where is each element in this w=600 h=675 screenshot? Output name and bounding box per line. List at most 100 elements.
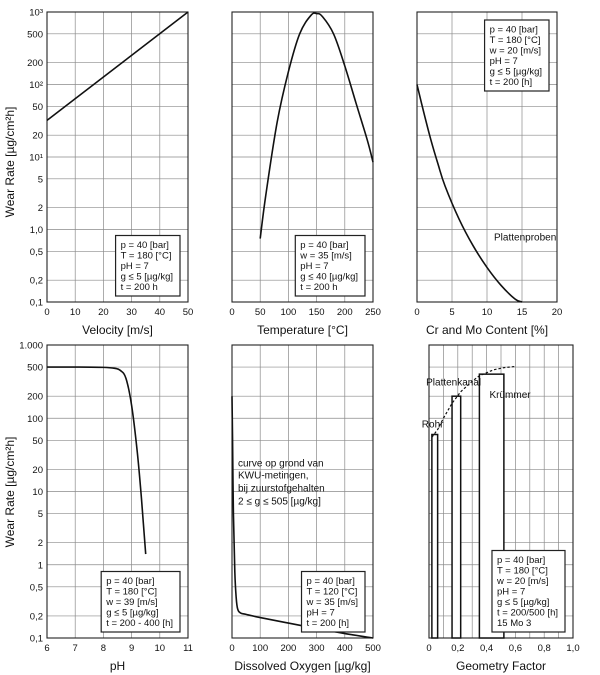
bar-plattenkanal bbox=[451, 395, 462, 639]
annotation: 2 ≤ g ≤ 505 [µg/kg] bbox=[238, 497, 321, 508]
y-tick-label: 0,5 bbox=[30, 582, 43, 593]
info-line: t = 200 h bbox=[121, 282, 158, 293]
info-line: t = 200/500 [h] bbox=[497, 608, 558, 619]
y-tick-label: 10² bbox=[29, 80, 43, 91]
info-line: g ≤ 5 [µg/kg] bbox=[497, 597, 549, 608]
y-tick-label: 0,1 bbox=[30, 298, 43, 309]
x-tick-label: 50 bbox=[183, 307, 194, 318]
y-tick-label: 20 bbox=[32, 131, 43, 142]
plot-frame bbox=[416, 11, 558, 303]
info-line: g ≤ 40 [µg/kg] bbox=[300, 272, 358, 283]
info-line: w = 20 [m/s] bbox=[489, 46, 541, 57]
info-line: p = 40 [bar] bbox=[490, 25, 538, 36]
chart-velocity: 0 10 20 30 40 50 Velocity [m/s] 0,1 0,2 0,5 1,0 2 5 1… bbox=[27, 8, 193, 338]
x-tick-label: 40 bbox=[155, 307, 166, 318]
info-line: t = 200 [h] bbox=[307, 618, 350, 629]
info-line: p = 40 [bar] bbox=[121, 240, 169, 251]
info-line: p = 40 [bar] bbox=[307, 576, 355, 587]
x-tick-label: 0,4 bbox=[480, 643, 493, 654]
annotation: KWU-metingen, bbox=[238, 471, 309, 482]
x-tick-label: 400 bbox=[337, 643, 353, 654]
x-axis-label: Cr and Mo Content [%] bbox=[426, 323, 548, 337]
x-axis-label: Velocity [m/s] bbox=[82, 323, 153, 337]
info-line: t = 200 - 400 [h] bbox=[106, 618, 173, 629]
plot-frame bbox=[46, 344, 189, 639]
x-tick-label: 10 bbox=[70, 307, 81, 318]
y-axis-label-top: Wear Rate [µg/cm²h] bbox=[3, 107, 17, 218]
x-tick-label: 30 bbox=[126, 307, 137, 318]
x-tick-label: 0 bbox=[414, 307, 419, 318]
info-box bbox=[483, 19, 550, 92]
info-line: p = 40 [bar] bbox=[497, 555, 545, 566]
y-tick-label: 10³ bbox=[29, 8, 43, 19]
x-tick-label: 0,8 bbox=[538, 643, 551, 654]
x-tick-label: 0 bbox=[426, 643, 431, 654]
chart-geometry: 0 0,2 0,4 0,6 0,8 1,0 Geometry Factor Rohr Platt… bbox=[422, 344, 580, 673]
info-line: g ≤ 5 [µg/kg] bbox=[490, 67, 542, 78]
x-tick-label: 0,2 bbox=[451, 643, 464, 654]
x-tick-label: 7 bbox=[73, 643, 78, 654]
info-line: t = 200 [h] bbox=[490, 77, 533, 88]
x-axis-label: Geometry Factor bbox=[456, 659, 546, 673]
info-line: t = 200 h bbox=[300, 282, 337, 293]
info-line: pH = 7 bbox=[497, 587, 525, 598]
annotation: bij zuurstofgehalten bbox=[238, 484, 325, 495]
y-tick-label: 0,1 bbox=[30, 634, 43, 645]
x-tick-label: 250 bbox=[365, 307, 381, 318]
info-line: T = 180 [°C] bbox=[106, 587, 157, 598]
series-line bbox=[46, 366, 147, 555]
info-line: p = 40 [bar] bbox=[106, 576, 154, 587]
annotation: Rohr bbox=[422, 419, 444, 430]
annotation: Plattenkanal bbox=[426, 377, 481, 388]
info-line: pH = 7 bbox=[490, 56, 518, 67]
x-tick-label: 20 bbox=[98, 307, 109, 318]
info-line: pH = 7 bbox=[300, 261, 328, 272]
info-line: w = 35 [m/s] bbox=[299, 251, 351, 262]
y-tick-label: 2 bbox=[38, 538, 43, 549]
chart-oxygen: 0 100 200 300 400 500 Dissolved Oxygen [µg/kg]… bbox=[229, 344, 381, 673]
annotation: Krümmer bbox=[489, 390, 531, 401]
chart-cr-mo: 0 5 10 15 20 Cr and Mo Content [%] Plattenprob… bbox=[414, 11, 563, 337]
x-tick-label: 8 bbox=[101, 643, 106, 654]
x-tick-label: 1,0 bbox=[566, 643, 579, 654]
x-axis-label: Temperature [°C] bbox=[257, 323, 348, 337]
x-tick-label: 100 bbox=[252, 643, 268, 654]
info-line: g ≤ 5 [µg/kg] bbox=[106, 608, 158, 619]
info-box bbox=[491, 549, 566, 633]
x-tick-label: 0 bbox=[229, 307, 234, 318]
annotation: Plattenproben bbox=[494, 233, 556, 244]
x-tick-label: 300 bbox=[309, 643, 325, 654]
y-tick-label: 200 bbox=[27, 58, 43, 69]
series-line bbox=[259, 12, 374, 239]
bar-rohr bbox=[431, 433, 439, 639]
y-tick-label: 5 bbox=[38, 174, 43, 185]
y-tick-label: 0,2 bbox=[30, 611, 43, 622]
plot-frame bbox=[231, 11, 374, 303]
x-axis-label: pH bbox=[110, 659, 125, 673]
info-line: pH = 7 bbox=[307, 608, 335, 619]
y-tick-label: 100 bbox=[27, 414, 43, 425]
x-tick-label: 500 bbox=[365, 643, 381, 654]
y-tick-label: 500 bbox=[27, 363, 43, 374]
series-line bbox=[46, 11, 189, 122]
y-tick-label: 0,5 bbox=[30, 247, 43, 258]
y-tick-label: 2 bbox=[38, 203, 43, 214]
y-axis-label-bottom: Wear Rate [µg/cm²h] bbox=[3, 437, 17, 548]
x-tick-label: 20 bbox=[552, 307, 563, 318]
x-tick-label: 11 bbox=[183, 643, 193, 654]
info-line: T = 120 [°C] bbox=[307, 587, 358, 598]
y-tick-label: 1 bbox=[38, 560, 43, 571]
plot-frame bbox=[46, 11, 189, 303]
annotation: curve op grond van bbox=[238, 458, 324, 469]
info-box bbox=[300, 570, 366, 633]
info-line: T = 180 [°C] bbox=[121, 251, 172, 262]
info-line: T = 180 [°C] bbox=[490, 35, 541, 46]
x-tick-label: 0 bbox=[44, 307, 49, 318]
plot-frame bbox=[231, 344, 374, 639]
x-tick-label: 100 bbox=[280, 307, 296, 318]
y-tick-label: 50 bbox=[32, 436, 43, 447]
info-line: w = 39 [m/s] bbox=[105, 597, 157, 608]
info-box bbox=[114, 234, 181, 297]
x-axis-label: Dissolved Oxygen [µg/kg] bbox=[234, 659, 370, 673]
y-tick-label: 200 bbox=[27, 392, 43, 403]
